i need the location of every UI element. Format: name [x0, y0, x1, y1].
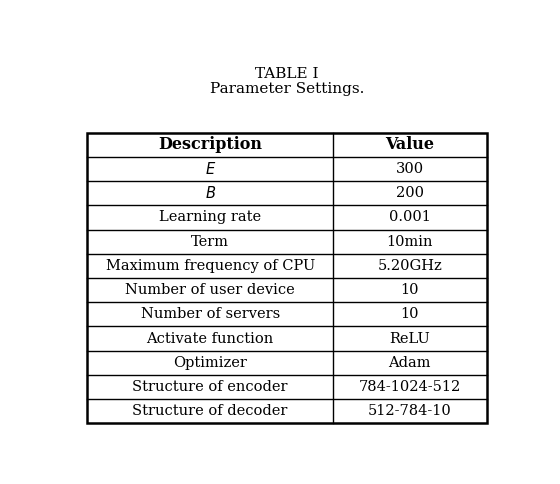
- Text: Activate function: Activate function: [147, 332, 274, 346]
- Text: ReLU: ReLU: [389, 332, 430, 346]
- Text: TABLE I: TABLE I: [255, 67, 319, 81]
- Text: Maximum frequency of CPU: Maximum frequency of CPU: [105, 259, 315, 273]
- Text: Term: Term: [191, 235, 229, 249]
- Text: Learning rate: Learning rate: [159, 211, 261, 225]
- Text: 300: 300: [396, 162, 424, 176]
- Text: Parameter Settings.: Parameter Settings.: [210, 82, 364, 96]
- Text: 10: 10: [400, 307, 419, 321]
- Text: Structure of encoder: Structure of encoder: [132, 380, 288, 394]
- Text: $\mathit{E}$: $\mathit{E}$: [204, 161, 216, 177]
- Text: 784-1024-512: 784-1024-512: [358, 380, 461, 394]
- Text: Adam: Adam: [389, 356, 431, 370]
- Bar: [87, 133, 487, 424]
- Text: Number of user device: Number of user device: [125, 283, 295, 297]
- Text: 200: 200: [396, 186, 424, 200]
- Text: Value: Value: [385, 136, 434, 153]
- Text: Number of servers: Number of servers: [141, 307, 280, 321]
- Text: Description: Description: [158, 136, 262, 153]
- Text: 0.001: 0.001: [389, 211, 431, 225]
- Text: 512-784-10: 512-784-10: [368, 404, 452, 418]
- Text: Optimizer: Optimizer: [173, 356, 247, 370]
- Text: Structure of decoder: Structure of decoder: [133, 404, 288, 418]
- Text: 5.20GHz: 5.20GHz: [377, 259, 442, 273]
- Text: 10: 10: [400, 283, 419, 297]
- Text: 10min: 10min: [386, 235, 433, 249]
- Text: $\mathit{B}$: $\mathit{B}$: [204, 185, 216, 201]
